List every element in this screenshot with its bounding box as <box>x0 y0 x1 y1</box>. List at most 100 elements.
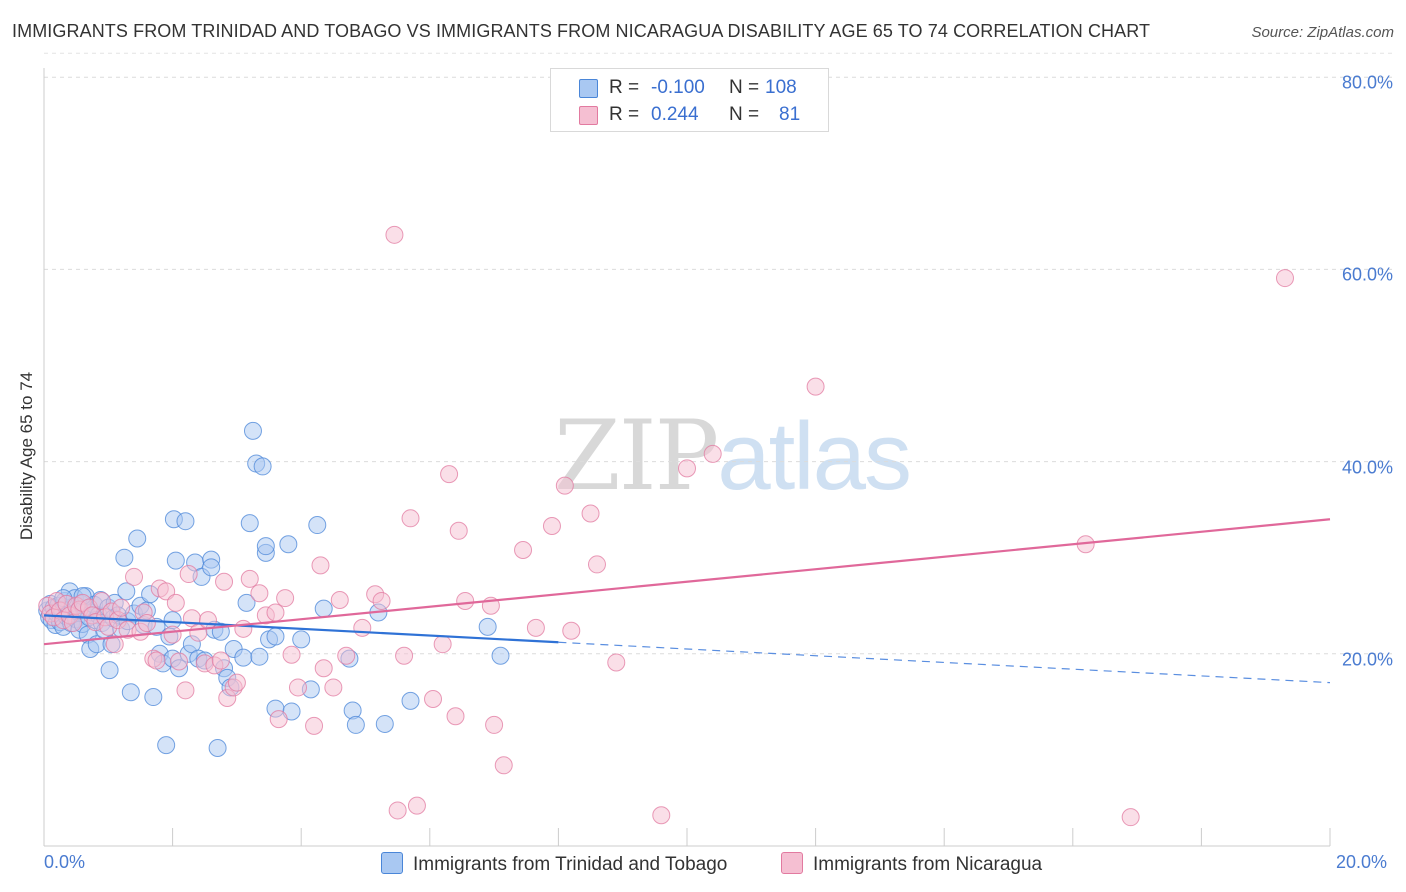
nicaragua-point <box>607 653 626 672</box>
nicaragua-point <box>401 509 420 528</box>
trinidad-point <box>346 715 365 734</box>
trinidad-point <box>144 688 163 707</box>
nicaragua-point <box>385 225 404 244</box>
nicaragua-point <box>147 651 166 670</box>
nicaragua-point <box>433 635 452 654</box>
trinidad-point <box>314 599 333 618</box>
x-tick-label-max: 20.0% <box>1336 852 1388 872</box>
source-label: Source: ZipAtlas.com <box>1251 24 1394 41</box>
nicaragua-point <box>269 710 288 729</box>
nicaragua-point <box>163 625 182 644</box>
nicaragua-point <box>179 565 198 584</box>
trinidad-point <box>128 529 147 548</box>
watermark-zip: ZIP <box>554 400 719 512</box>
nicaragua-point <box>276 589 295 608</box>
nicaragua-point <box>266 603 285 622</box>
nicaragua-point <box>806 377 825 396</box>
trinidad-point <box>250 647 269 666</box>
trinidad-point <box>256 537 275 556</box>
watermark-atlas: atlas <box>717 403 912 510</box>
trinidad-point <box>157 736 176 755</box>
trinidad-point <box>234 648 253 667</box>
nicaragua-point <box>314 659 333 678</box>
nicaragua-point <box>125 567 144 586</box>
nicaragua-point <box>250 584 269 603</box>
bottom-legend-swatch-pink <box>781 852 803 874</box>
nicaragua-point <box>456 591 475 610</box>
legend-row-nicaragua: R = 0.244 N = 81 <box>551 102 828 128</box>
nicaragua-point <box>305 716 324 735</box>
nicaragua-point <box>112 598 131 617</box>
legend-swatch-pink <box>579 106 598 125</box>
nicaragua-trend-line <box>43 518 1331 646</box>
nicaragua-point <box>388 801 407 820</box>
nicaragua-point <box>703 444 722 463</box>
nicaragua-point <box>407 796 426 815</box>
nicaragua-point <box>424 689 443 708</box>
nicaragua-point <box>324 678 343 697</box>
trinidad-point <box>401 691 420 710</box>
legend-r-label: R = <box>609 104 640 125</box>
y-tick-label: 40.0% <box>1341 457 1393 478</box>
nicaragua-point <box>446 707 465 726</box>
watermark: ZIPatlas <box>554 400 912 512</box>
trinidad-point <box>292 630 311 649</box>
bottom-legend-trinidad: Immigrants from Trinidad and Tobago <box>381 852 727 876</box>
nicaragua-point <box>211 651 230 670</box>
trinidad-point <box>308 516 327 535</box>
trinidad-point <box>243 421 262 440</box>
bottom-legend-nicaragua: Immigrants from Nicaragua <box>781 852 1042 876</box>
trinidad-point <box>237 593 256 612</box>
nicaragua-point <box>1121 808 1140 827</box>
y-axis-label: Disability Age 65 to 74 <box>17 371 36 541</box>
trinidad-point <box>279 535 298 554</box>
nicaragua-point <box>240 569 259 588</box>
bottom-legend-label: Immigrants from Trinidad and Tobago <box>413 854 728 875</box>
nicaragua-point <box>105 635 124 654</box>
nicaragua-point <box>526 618 545 637</box>
y-tick-label: 60.0% <box>1341 264 1393 285</box>
legend-r-value: 0.244 <box>651 104 699 125</box>
nicaragua-point <box>652 806 671 825</box>
nicaragua-point <box>372 591 391 610</box>
correlation-legend: R = -0.100 N = 108 R = 0.244 N = 81 <box>550 68 829 132</box>
trinidad-point <box>115 548 134 567</box>
nicaragua-point <box>678 459 696 478</box>
trinidad-point <box>202 558 221 577</box>
legend-r-value: -0.100 <box>651 77 705 98</box>
nicaragua-point <box>581 504 600 523</box>
bottom-legend-label: Immigrants from Nicaragua <box>813 854 1043 875</box>
nicaragua-point <box>542 516 561 535</box>
chart-title: IMMIGRANTS FROM TRINIDAD AND TOBAGO VS I… <box>12 21 1151 41</box>
trinidad-point <box>478 617 497 636</box>
nicaragua-point <box>157 582 176 601</box>
nicaragua-point <box>227 673 246 692</box>
trinidad-point <box>121 683 140 702</box>
legend-n-value: 108 <box>765 77 797 98</box>
nicaragua-point <box>166 593 185 612</box>
y-tick-label: 20.0% <box>1341 649 1393 670</box>
legend-n-value: 81 <box>779 104 801 125</box>
nicaragua-point <box>514 541 533 560</box>
bottom-legend-swatch-blue <box>381 852 403 874</box>
nicaragua-point <box>449 521 468 540</box>
nicaragua-point <box>587 555 606 574</box>
legend-n-label: N = <box>729 77 760 98</box>
nicaragua-point <box>137 614 156 633</box>
trinidad-point <box>117 582 136 601</box>
nicaragua-point <box>234 619 253 638</box>
nicaragua-point <box>1275 269 1294 288</box>
nicaragua-point <box>170 652 189 671</box>
legend-swatch-blue <box>579 79 598 98</box>
nicaragua-point <box>337 646 356 665</box>
trinidad-point <box>240 514 259 533</box>
legend-row-trinidad: R = -0.100 N = 108 <box>551 75 828 101</box>
trinidad-point <box>253 457 272 476</box>
legend-n-label: N = <box>729 104 760 125</box>
y-tick-label: 80.0% <box>1341 72 1393 93</box>
nicaragua-point <box>198 611 217 630</box>
nicaragua-point <box>440 465 459 484</box>
trinidad-point <box>491 646 510 665</box>
nicaragua-point <box>494 756 513 775</box>
